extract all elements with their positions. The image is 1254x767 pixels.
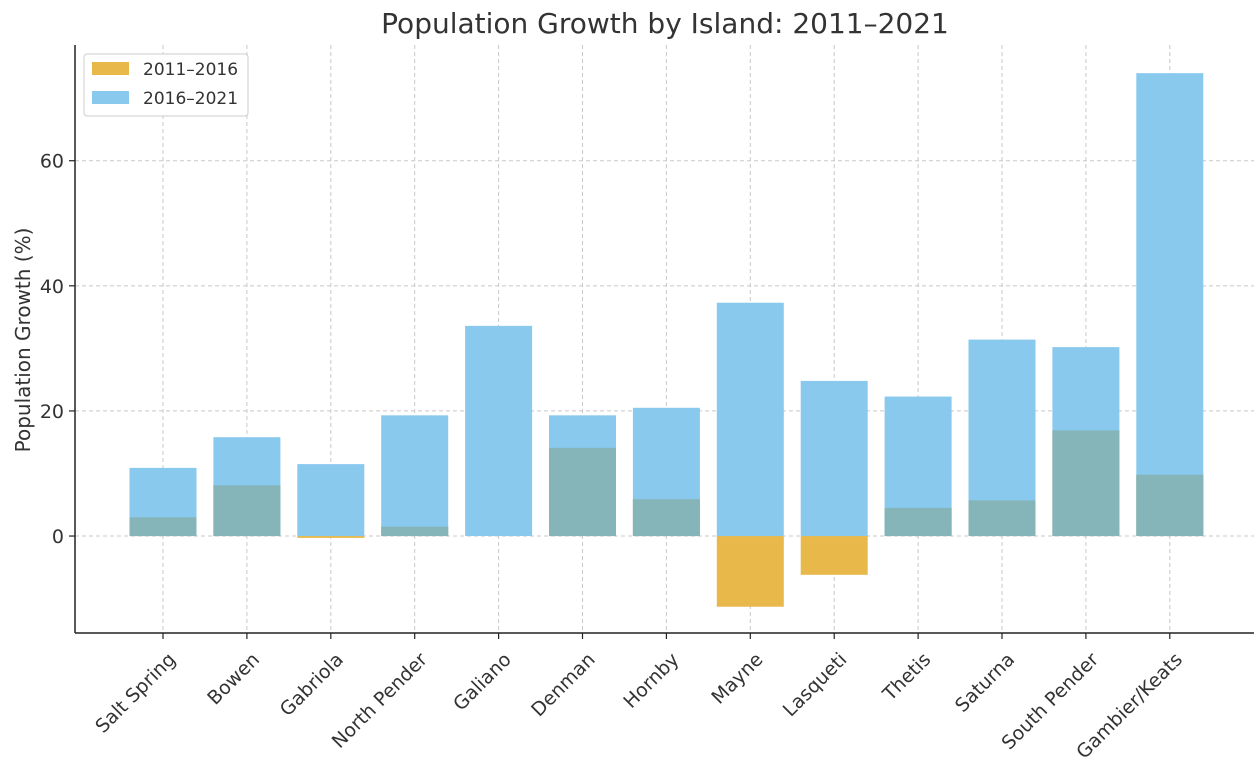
x-tick-label-gabriola: Gabriola <box>276 649 348 721</box>
x-tick-label-lasqueti: Lasqueti <box>779 649 852 722</box>
x-tick-label-salt-spring: Salt Spring <box>91 649 180 738</box>
y-tick-label: 60 <box>40 151 64 173</box>
bar-overlap-south-pender <box>1052 430 1120 537</box>
x-tick-label-saturna: Saturna <box>951 649 1019 717</box>
bar-overlap-thetis <box>884 507 952 537</box>
legend-label-2016-2021: 2016–2021 <box>143 89 238 109</box>
bar-overlap-bowen <box>213 485 281 537</box>
x-tick-label-thetis: Thetis <box>878 649 935 706</box>
bar-2016-2021-gabriola <box>297 464 365 537</box>
bar-overlap-north-pender <box>381 526 449 537</box>
bars <box>129 73 1204 607</box>
y-tick-label: 0 <box>52 526 64 548</box>
y-axis-label: Population Growth (%) <box>11 228 35 453</box>
axes <box>74 45 1254 634</box>
legend-label-2011-2016: 2011–2016 <box>143 60 238 80</box>
x-tick-label-bowen: Bowen <box>203 649 264 710</box>
x-tick-label-hornby: Hornby <box>619 649 683 713</box>
x-tick-label-denman: Denman <box>527 649 600 722</box>
bar-2016-2021-lasqueti <box>800 380 868 537</box>
legend-swatch-2011-2016 <box>92 62 129 75</box>
x-tick-label-galiano: Galiano <box>449 649 516 716</box>
bar-2016-2021-mayne <box>716 302 784 537</box>
bar-overlap-gambier-keats <box>1136 474 1204 537</box>
y-tick-label: 20 <box>40 401 64 423</box>
bar-2011-2016-gabriola <box>297 536 365 538</box>
legend: 2011–2016 2016–2021 <box>83 53 249 117</box>
bar-overlap-hornby <box>632 499 700 537</box>
bar-2016-2021-gambier-keats <box>1136 73 1204 537</box>
grid <box>75 45 1254 633</box>
bar-overlap-saturna <box>968 500 1036 537</box>
x-tick-label-mayne: Mayne <box>707 649 767 709</box>
y-tick-label: 40 <box>40 276 64 298</box>
bar-overlap-denman <box>549 447 616 537</box>
bar-2016-2021-galiano <box>465 325 533 537</box>
bar-overlap-salt-spring <box>129 517 197 537</box>
bar-2011-2016-mayne <box>716 536 784 607</box>
legend-swatch-2016-2021 <box>92 91 129 104</box>
y-ticks: 0 20 40 60 <box>40 151 75 548</box>
bar-2011-2016-lasqueti <box>800 536 868 575</box>
bar-2016-2021-north-pender <box>381 415 449 537</box>
chart-title: Population Growth by Island: 2011–2021 <box>381 7 949 40</box>
